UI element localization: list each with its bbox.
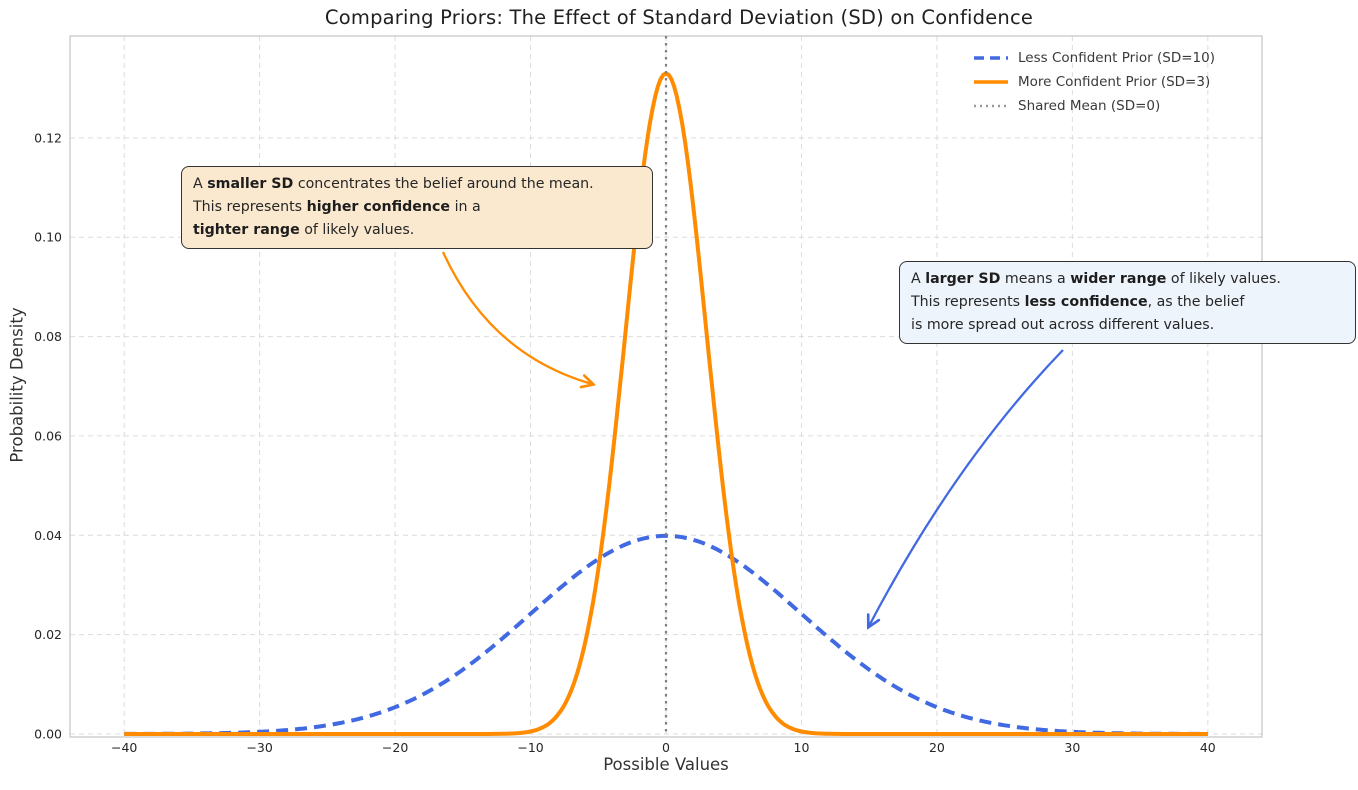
y-tick-label: 0.04 bbox=[34, 528, 62, 543]
y-tick-label: 0.10 bbox=[34, 230, 62, 245]
annotation-line: This represents less confidence, as the … bbox=[911, 294, 1245, 310]
chart-title: Comparing Priors: The Effect of Standard… bbox=[324, 6, 1034, 29]
y-tick-label: 0.00 bbox=[34, 727, 62, 742]
x-tick-label: 30 bbox=[1064, 740, 1080, 755]
annotation-smaller-sd: A smaller SD concentrates the belief aro… bbox=[181, 166, 653, 249]
legend-item-3: Shared Mean (SD=0) bbox=[974, 94, 1215, 118]
x-tick-label: 0 bbox=[662, 740, 670, 755]
legend-label: Shared Mean (SD=0) bbox=[1018, 98, 1161, 114]
y-tick-label: 0.02 bbox=[34, 627, 62, 642]
x-tick-label: −10 bbox=[517, 740, 543, 755]
legend-label: More Confident Prior (SD=3) bbox=[1018, 74, 1211, 90]
arrow-to-wide-curve bbox=[869, 349, 1064, 626]
y-axis-label: Probability Density bbox=[7, 307, 27, 463]
annotation-larger-sd: A larger SD means a wider range of likel… bbox=[899, 261, 1356, 344]
legend: Less Confident Prior (SD=10) More Confide… bbox=[974, 46, 1215, 118]
series-line-sd10 bbox=[124, 533, 1208, 736]
annotation-line: is more spread out across different valu… bbox=[911, 317, 1215, 333]
legend-swatch-solid bbox=[974, 80, 1008, 84]
annotation-line: A smaller SD concentrates the belief aro… bbox=[193, 176, 594, 192]
x-tick-label: 20 bbox=[929, 740, 945, 755]
legend-item-1: Less Confident Prior (SD=10) bbox=[974, 46, 1215, 70]
annotation-line: A larger SD means a wider range of likel… bbox=[911, 271, 1281, 287]
y-tick-label: 0.08 bbox=[34, 329, 62, 344]
x-tick-label: −40 bbox=[111, 740, 137, 755]
x-tick-label: −20 bbox=[382, 740, 408, 755]
legend-label: Less Confident Prior (SD=10) bbox=[1018, 50, 1216, 66]
legend-swatch-dashed bbox=[974, 56, 1008, 60]
y-tick-label: 0.12 bbox=[34, 130, 62, 145]
legend-item-2: More Confident Prior (SD=3) bbox=[974, 70, 1215, 94]
x-tick-label: 40 bbox=[1200, 740, 1216, 755]
arrow-to-narrow-curve bbox=[441, 251, 592, 384]
annotation-line: tighter range of likely values. bbox=[193, 222, 415, 238]
y-tick-label: 0.06 bbox=[34, 428, 62, 443]
legend-swatch-dotted bbox=[974, 104, 1008, 108]
annotation-line: This represents higher confidence in a bbox=[193, 199, 481, 215]
x-axis-label: Possible Values bbox=[603, 755, 729, 774]
x-tick-label: 10 bbox=[794, 740, 810, 755]
x-tick-label: −30 bbox=[246, 740, 272, 755]
